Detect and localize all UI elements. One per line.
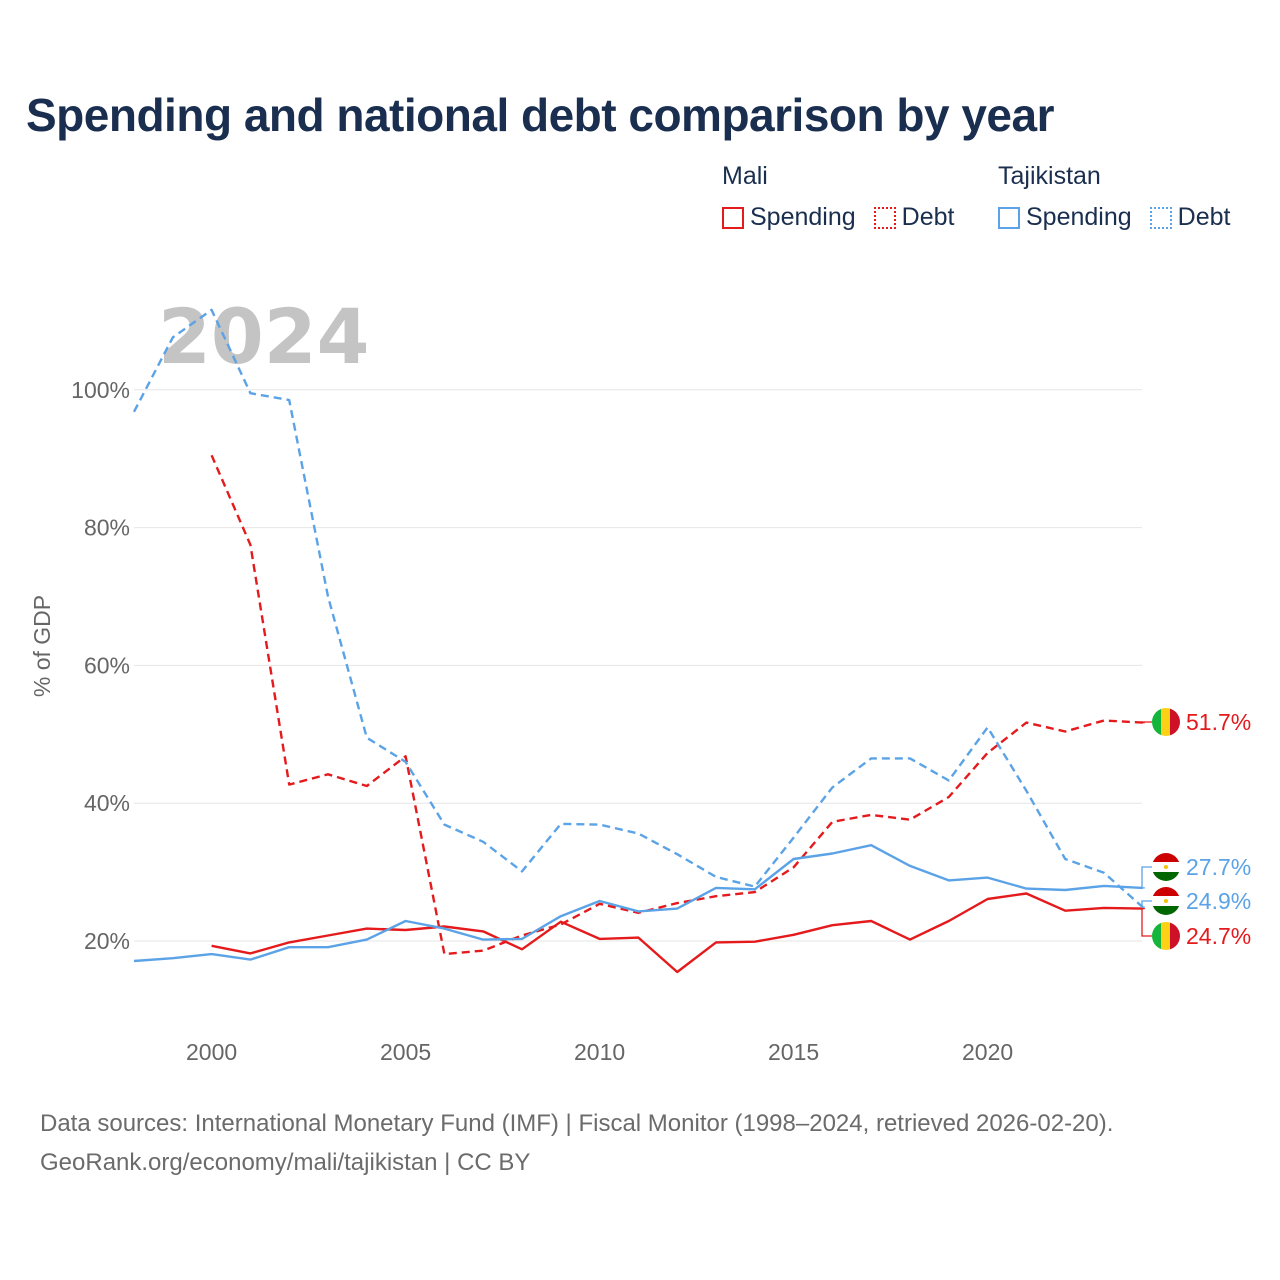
gridlines [134,389,1142,942]
end-label-tajikistan-debt: 24.9% [1186,888,1251,914]
legend-label-tajikistan-debt: Debt [1177,203,1231,231]
series-lines [132,308,1144,974]
x-tick-label: 2010 [574,1039,625,1065]
series-line-mali-debt[interactable] [210,454,1143,956]
end-label-connector [1141,721,1152,724]
legend-group-name-tajikistan: Tajikistan [998,162,1101,190]
mali-flag-icon [1152,922,1180,950]
source-line: Data sources: International Monetary Fun… [40,1110,1114,1137]
legend-label-mali-spending: Spending [750,203,856,231]
y-axis-label: % of GDP [29,595,55,697]
legend-swatch-mali-spending [722,206,744,229]
tajikistan-flag-icon [1152,853,1180,881]
y-tick-label: 80% [84,515,130,541]
legend-swatch-tajikistan-debt [1149,206,1172,229]
end-label-connector [1141,907,1152,937]
legend-label-mali-debt: Debt [901,203,955,231]
legend-group-mali: Mali Spending Debt [722,162,954,232]
end-label-tajikistan-spending: 27.7% [1186,854,1251,880]
legend-group-tajikistan: Tajikistan Spending Debt [998,162,1230,232]
chart-title: Spending and national debt comparison by… [26,89,1055,141]
end-label-mali-spending: 24.7% [1186,923,1251,949]
legend-item-tajikistan-debt[interactable]: Debt [1149,203,1231,232]
end-label-connector [1141,900,1152,908]
legend-label-tajikistan-spending: Spending [1026,203,1132,231]
legend-item-mali-spending[interactable]: Spending [722,203,856,232]
y-tick-label: 20% [84,928,130,954]
series-line-tajikistan-debt[interactable] [132,308,1144,909]
series-line-tajikistan-spending[interactable] [133,844,1143,963]
legend-group-name-mali: Mali [722,162,768,190]
y-tick-label: 60% [84,652,130,678]
end-label-connector [1141,866,1152,889]
x-tick-label: 2020 [962,1039,1013,1065]
legend-swatch-mali-debt [873,206,896,229]
legend-item-mali-debt[interactable]: Debt [873,203,955,232]
y-tick-label: 100% [71,377,130,403]
legend-swatch-tajikistan-spending [998,206,1020,229]
series-line-mali-spending[interactable] [211,892,1143,974]
legend-item-tajikistan-spending[interactable]: Spending [998,203,1132,232]
current-year-label: 2024 [158,292,370,381]
source-note: Data sources: International Monetary Fun… [40,1104,1113,1182]
tajikistan-flag-icon [1152,887,1180,915]
axes: 20% 40% 60% 80% 100% 2000 2005 2010 2015 2020 [71,377,1013,1065]
mali-flag-icon [1152,708,1180,736]
end-label-mali-debt: 51.7% [1186,709,1251,735]
y-tick-label: 40% [84,790,130,816]
x-tick-label: 2015 [768,1039,819,1065]
source-link[interactable]: GeoRank.org/economy/mali/tajikistan | CC… [40,1149,531,1176]
end-label-connectors [1141,721,1152,937]
x-tick-label: 2000 [186,1039,237,1065]
x-tick-label: 2005 [380,1039,431,1065]
